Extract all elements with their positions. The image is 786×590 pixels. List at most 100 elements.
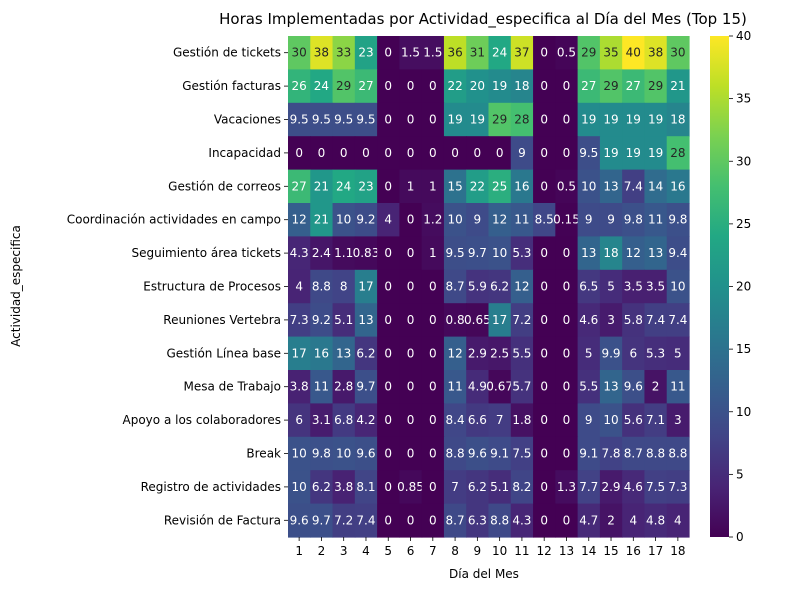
cell-value-label: 24 <box>492 46 507 60</box>
heatmap-cell <box>377 436 400 471</box>
heatmap-cell <box>310 436 334 471</box>
heatmap-cell <box>510 336 534 371</box>
heatmap-cell <box>377 203 400 237</box>
y-axis-ticks: Gestión de tickets Gestión facturas Vacaci… <box>67 46 288 527</box>
heatmap-cell <box>332 470 356 505</box>
cell-value-label: 9.6 <box>624 380 643 394</box>
cell-value-label: 0 <box>384 513 392 527</box>
heatmap-cell <box>377 370 400 404</box>
cell-value-label: 17 <box>291 346 306 360</box>
cell-value-label: 0 <box>540 346 548 360</box>
cell-value-label: 8.8 <box>668 447 687 461</box>
heatmap-cell <box>510 203 534 237</box>
cell-value-label: 0 <box>384 313 392 327</box>
heatmap-cell <box>533 269 556 304</box>
heatmap-cell <box>332 169 356 204</box>
heatmap-cell <box>555 403 579 438</box>
cell-value-label: 4.8 <box>646 513 665 527</box>
cell-value-label: 9 <box>585 213 593 227</box>
heatmap-cell <box>421 403 445 438</box>
cell-value-label: 25 <box>492 179 507 193</box>
cell-value-label: 0 <box>429 380 437 394</box>
cell-value-label: 8.2 <box>512 480 531 494</box>
heatmap-cell <box>622 336 646 371</box>
heatmap-cell <box>443 136 467 171</box>
heatmap-cell <box>622 403 646 438</box>
heatmap-cell <box>599 69 623 104</box>
heatmap-cell <box>622 169 646 204</box>
cell-value-label: 10 <box>670 280 685 294</box>
heatmap-cell <box>488 169 512 204</box>
heatmap-cell <box>443 203 467 237</box>
cell-value-label: 0 <box>540 46 548 60</box>
cell-value-label: 0 <box>429 113 437 127</box>
cell-value-label: 9.5 <box>356 113 375 127</box>
cell-value-label: 8.8 <box>490 513 509 527</box>
heatmap-cell <box>288 303 311 338</box>
heatmap-cell <box>399 503 423 538</box>
heatmap-cell <box>354 269 378 304</box>
cell-value-label: 9.2 <box>356 213 375 227</box>
heatmap-cell <box>533 436 556 471</box>
cell-value-label: 0 <box>540 246 548 260</box>
heatmap-cell <box>488 403 512 438</box>
cell-value-label: 31 <box>470 46 485 60</box>
cell-value-label: 10 <box>447 213 462 227</box>
cell-value-label: 12 <box>492 213 507 227</box>
cell-value-label: 17 <box>492 313 507 327</box>
cell-value-label: 9.4 <box>668 246 687 260</box>
y-tick-label: Gestión Línea base <box>166 346 281 360</box>
heatmap-cell <box>421 203 445 237</box>
cell-value-label: 4.2 <box>356 413 375 427</box>
heatmap-cell <box>377 69 400 104</box>
cell-value-label: 24 <box>336 179 351 193</box>
cell-value-label: 0 <box>407 447 415 461</box>
cell-value-label: 0 <box>429 413 437 427</box>
chart-title: Horas Implementadas por Actividad_especi… <box>219 10 747 29</box>
cell-value-label: 12 <box>447 346 462 360</box>
heatmap-cell <box>510 269 534 304</box>
cell-value-label: 6 <box>629 346 637 360</box>
heatmap-cell <box>399 69 423 104</box>
heatmap-cell <box>622 503 646 538</box>
heatmap-cell <box>332 269 356 304</box>
y-tick-label: Revisión de Factura <box>164 513 281 527</box>
heatmap-cell <box>488 136 512 171</box>
cell-value-label: 5.1 <box>334 313 353 327</box>
x-tick-label: 18 <box>670 544 685 558</box>
heatmap-cell <box>310 303 334 338</box>
heatmap-cell <box>666 136 690 171</box>
colorbar-tick-label: 25 <box>736 217 751 231</box>
heatmap-cell <box>466 69 490 104</box>
heatmap-cell <box>377 102 400 137</box>
cell-value-label: 0 <box>340 146 348 160</box>
heatmap-cell <box>666 436 690 471</box>
cell-value-label: 21 <box>670 79 685 93</box>
cell-value-label: 0 <box>429 79 437 93</box>
heatmap-cell <box>533 403 556 438</box>
heatmap-cell <box>644 303 668 338</box>
cell-value-label: 0 <box>384 280 392 294</box>
cell-value-label: 0 <box>540 146 548 160</box>
x-tick-label: 9 <box>474 544 482 558</box>
heatmap-cell <box>354 102 378 137</box>
heatmap-cell <box>466 36 490 70</box>
heatmap-cell <box>577 236 601 271</box>
heatmap-cell <box>377 303 400 338</box>
cell-value-label: 24 <box>314 79 329 93</box>
heatmap-cell <box>332 370 356 404</box>
cell-value-label: 0 <box>407 213 415 227</box>
cell-value-label: 0 <box>451 146 459 160</box>
cell-value-label: 4.3 <box>290 246 309 260</box>
cell-value-label: 7.5 <box>512 447 531 461</box>
cell-value-label: 19 <box>581 113 596 127</box>
cell-value-label: 9.5 <box>312 113 331 127</box>
cell-value-label: 0 <box>496 146 504 160</box>
cell-value-label: 0 <box>407 380 415 394</box>
heatmap-cell <box>310 503 334 538</box>
heatmap-cell <box>599 336 623 371</box>
heatmap-cell <box>332 436 356 471</box>
heatmap-cell <box>555 470 579 505</box>
cell-value-label: 29 <box>648 79 663 93</box>
cell-value-label: 11 <box>514 213 529 227</box>
